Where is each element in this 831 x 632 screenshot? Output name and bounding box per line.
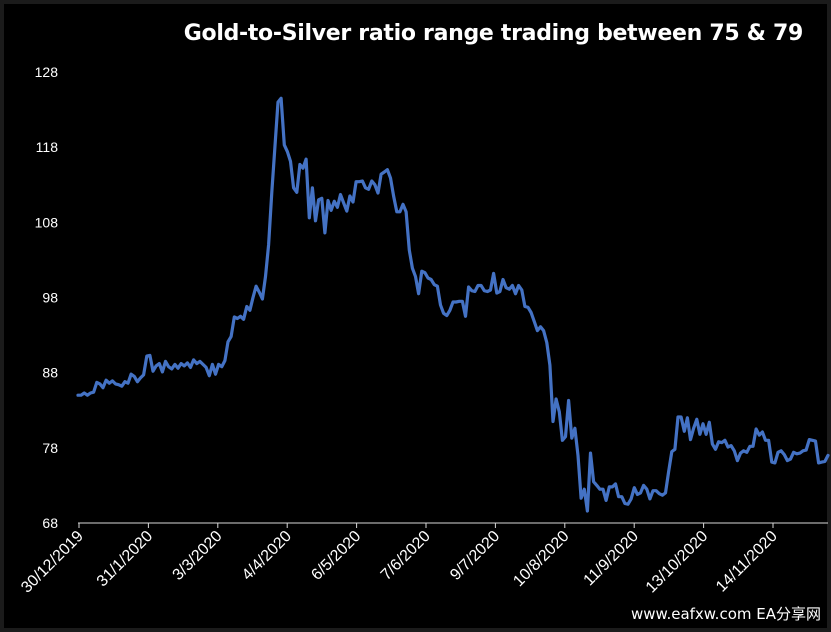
x-tick-label: 14/11/2020 [713, 528, 781, 596]
series-layer [76, 96, 830, 513]
y-tick-label: 68 [42, 515, 58, 531]
x-tick-label: 9/7/2020 [447, 528, 503, 584]
x-tick-label: 30/12/2019 [18, 528, 87, 597]
x-tick-label: 13/10/2020 [643, 528, 712, 597]
y-tick-label: 98 [42, 290, 58, 306]
x-tick-label: 4/4/2020 [239, 528, 295, 584]
series-line [76, 96, 830, 513]
watermark-text: www.eafxw.com EA分享网 [631, 605, 821, 623]
x-tick-label: 10/8/2020 [510, 528, 572, 590]
y-tick-label: 88 [42, 365, 58, 381]
x-tick-label: 3/3/2020 [170, 528, 226, 584]
y-tick-label: 118 [36, 139, 59, 155]
x-axis: 30/12/2019 31/1/2020 3/3/2020 4/4/2020 6/5/2… [18, 522, 828, 597]
x-tick-label: 31/1/2020 [94, 528, 156, 590]
y-tick-label: 78 [42, 440, 58, 456]
chart-title: Gold-to-Silver ratio range trading betwe… [183, 21, 804, 46]
x-tick-label: 6/5/2020 [308, 528, 364, 584]
x-tick-label: 7/6/2020 [378, 528, 434, 584]
y-axis: 68 78 88 98 108 118 128 [35, 64, 59, 531]
y-tick-label: 128 [35, 64, 59, 80]
x-tick-label: 11/9/2020 [581, 528, 643, 590]
y-tick-label: 108 [35, 214, 59, 230]
